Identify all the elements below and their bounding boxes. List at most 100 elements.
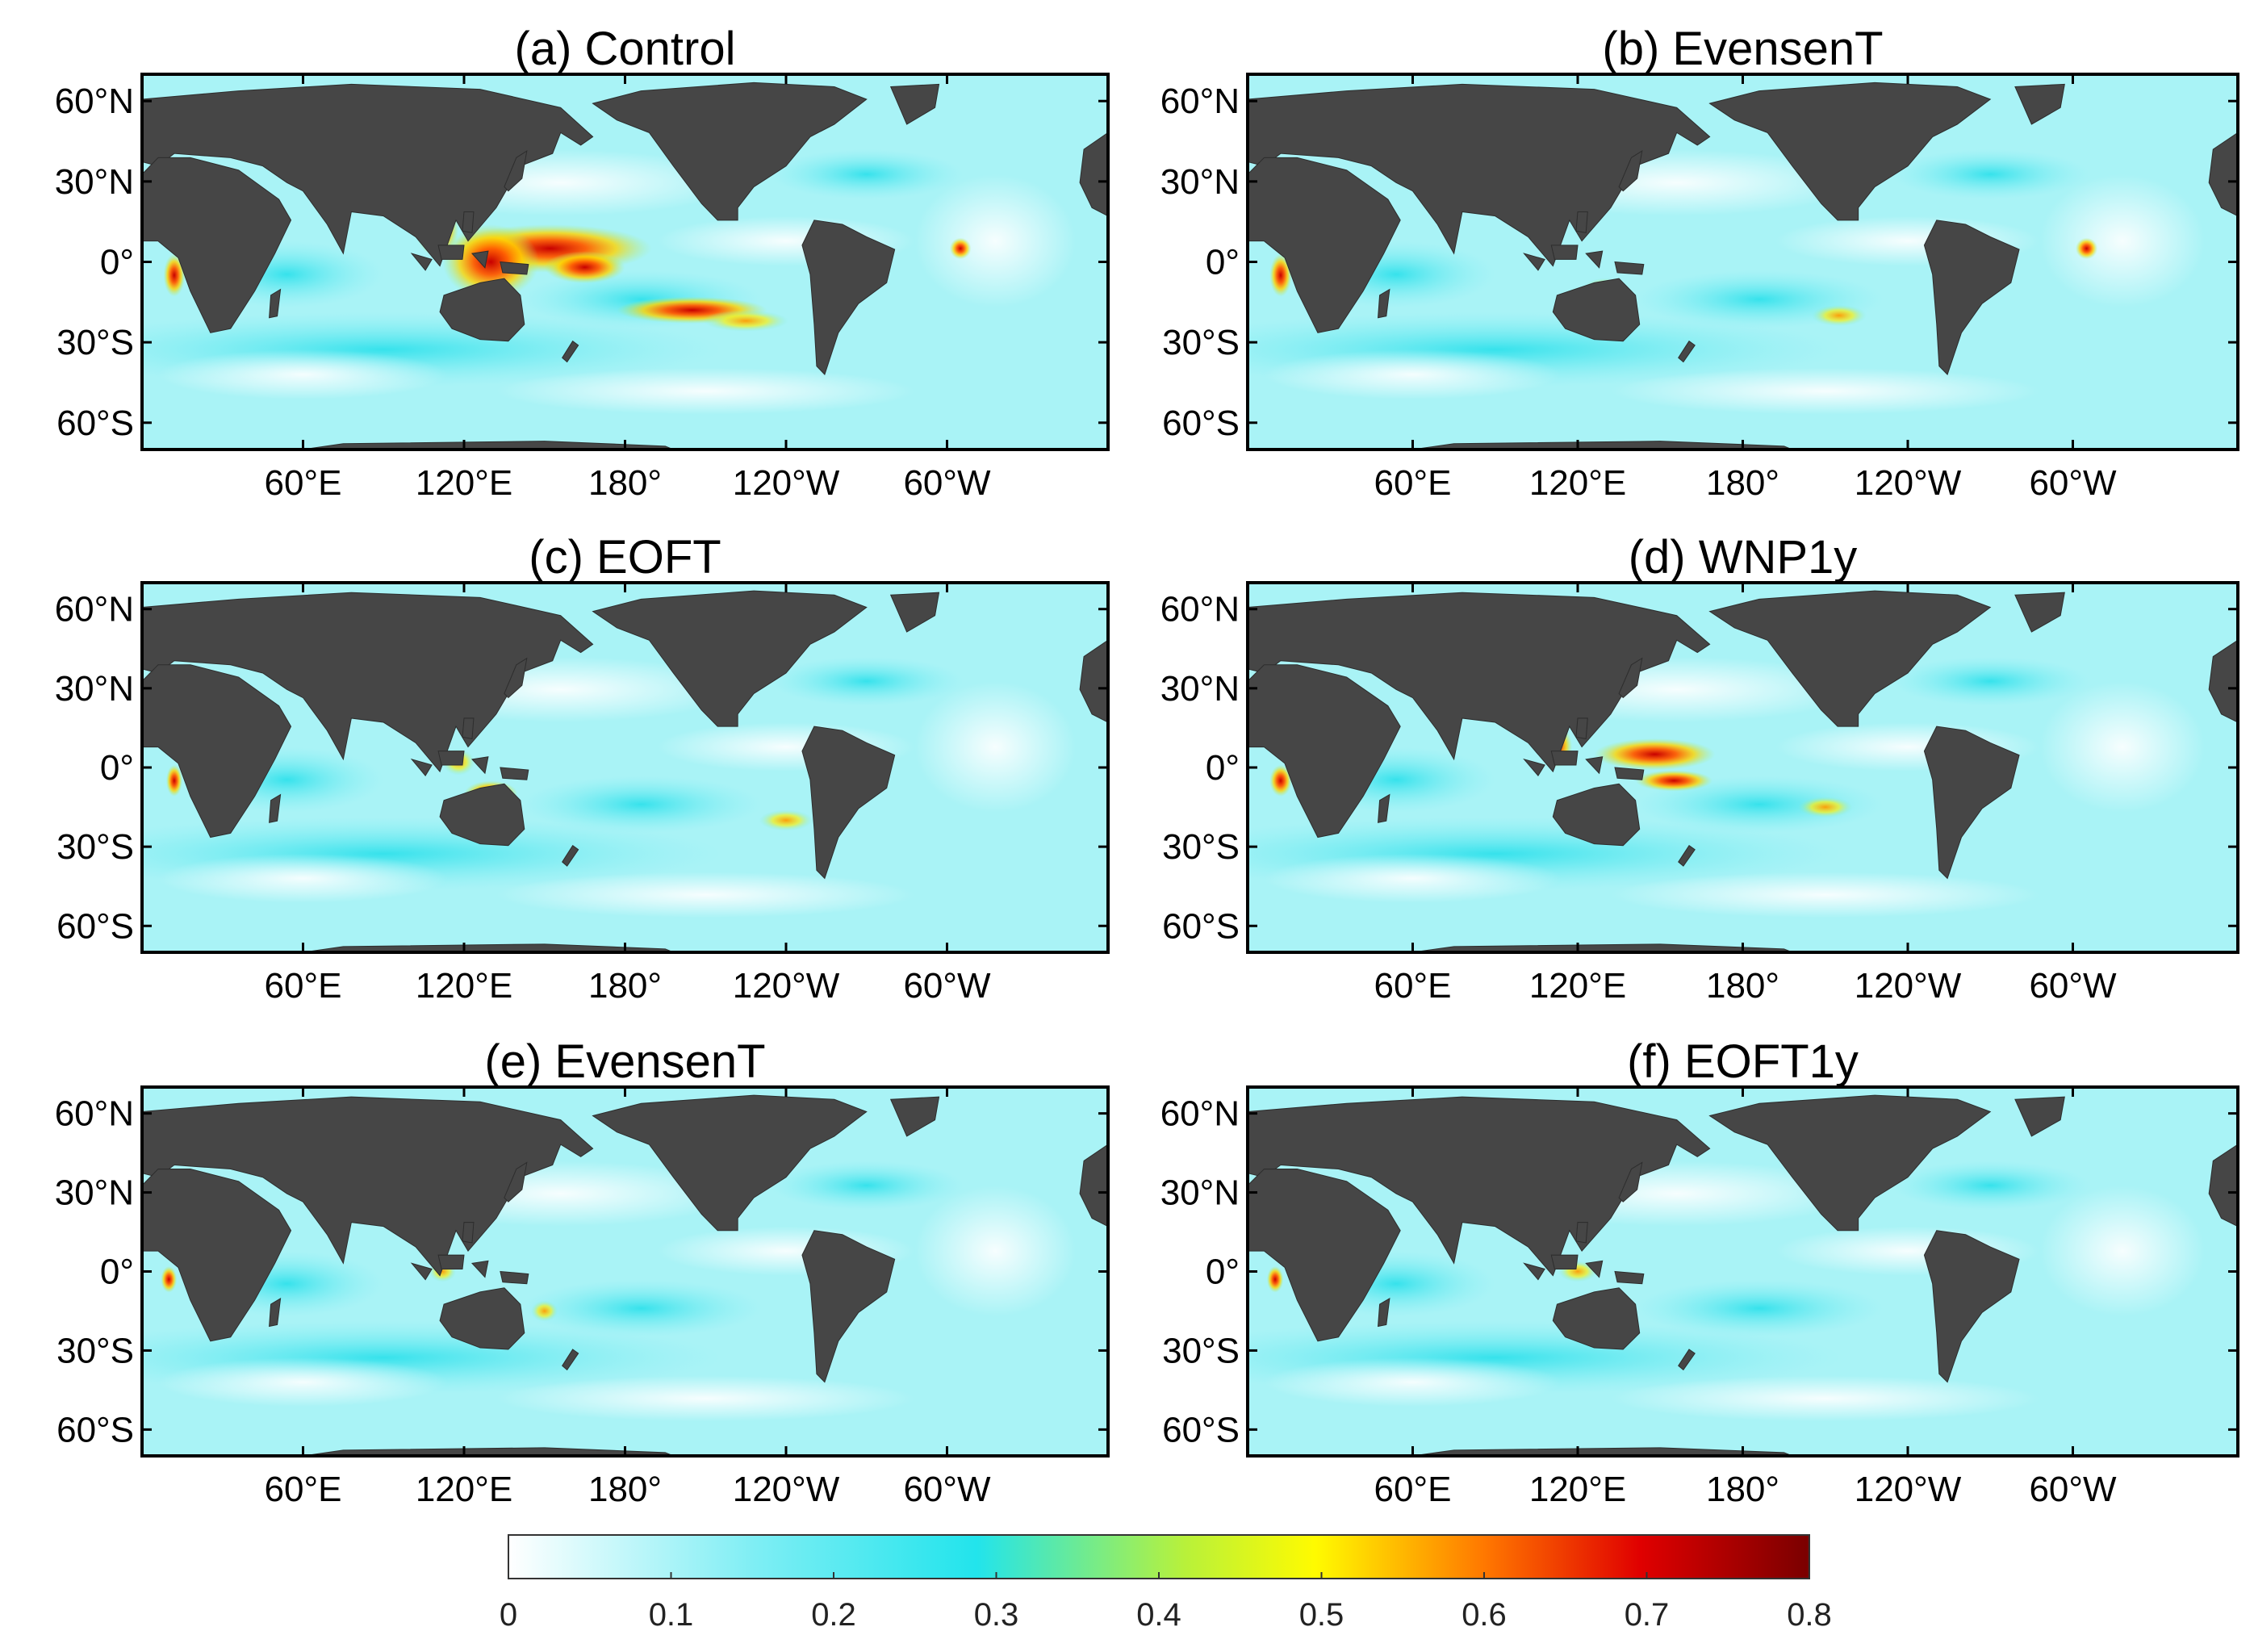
y-tick-label: 60°N — [1160, 590, 1240, 629]
panel-c: (c) EOFT 60°N 30°N 0° 30°S 60°S 60°E 120°E 180° 1… — [55, 531, 1110, 1006]
y-tick-label: 30°S — [56, 827, 134, 867]
y-tick-label: 30°S — [1162, 323, 1240, 362]
y-tick-label: 60°S — [56, 906, 134, 946]
hotspot — [165, 764, 182, 797]
x-tick-label: 120°W — [1855, 463, 1962, 503]
x-tick-label: 120°E — [416, 463, 512, 503]
hotspot — [1269, 253, 1292, 297]
map-area — [142, 583, 1108, 952]
y-tick-label: 60°S — [56, 1410, 134, 1449]
x-tick-label: 120°E — [1529, 1470, 1626, 1509]
colorbar-tick-label: 0.7 — [1625, 1597, 1670, 1633]
y-tick-label: 60°N — [55, 1094, 134, 1134]
panel-d: (d) WNP1y 60°N 30°N 0° 30°S 60°S 60°E 120°E 180°… — [1160, 531, 2239, 1006]
y-tick-label: 30°S — [1162, 1331, 1240, 1370]
x-tick-label: 60°W — [903, 1470, 991, 1509]
hotspot — [1266, 1265, 1284, 1293]
map-area — [1248, 1087, 2238, 1456]
colorbar-tick-label: 0.2 — [811, 1597, 856, 1633]
y-tick-label: 30°S — [56, 1331, 134, 1370]
y-tick-label: 0° — [1206, 1253, 1240, 1292]
x-tick-label: 60°E — [265, 463, 342, 503]
x-tick-label: 120°E — [1529, 463, 1626, 503]
x-tick-label: 180° — [1706, 966, 1779, 1006]
hotspot — [2075, 237, 2098, 260]
colorbar-tick-label: 0 — [500, 1597, 517, 1633]
x-tick-label: 180° — [1706, 463, 1779, 503]
map-area — [142, 74, 1108, 450]
colorbar-tick-label: 0.3 — [974, 1597, 1019, 1633]
colorbar-tick-label: 0.5 — [1299, 1597, 1344, 1633]
colorbar-tick-label: 0.4 — [1136, 1597, 1181, 1633]
x-tick-label: 120°E — [416, 1470, 512, 1509]
panel-title: (c) EOFT — [529, 531, 721, 583]
y-tick-label: 30°N — [55, 1173, 134, 1213]
y-tick-label: 30°N — [55, 669, 134, 709]
hotspot — [161, 1265, 178, 1293]
hotspot — [949, 237, 972, 260]
hotspot — [1797, 796, 1853, 818]
panel-f: (f) EOFT1y 60°N 30°N 0° 30°S 60°S 60°E 120°E 180… — [1160, 1035, 2239, 1509]
x-tick-label: 60°W — [903, 463, 991, 503]
y-tick-label: 30°S — [1162, 827, 1240, 867]
hotspot — [531, 1300, 558, 1322]
y-tick-label: 30°S — [56, 323, 134, 362]
panel-e: (e) EvensenT 60°N 30°N 0° 30°S 60°S 60°E 120°E 1… — [55, 1035, 1110, 1509]
hotspot — [1811, 304, 1867, 327]
panel-title: (d) WNP1y — [1629, 531, 1858, 583]
y-tick-label: 0° — [100, 1253, 134, 1292]
y-tick-label: 30°N — [1160, 162, 1240, 202]
x-tick-label: 60°W — [2029, 966, 2117, 1006]
y-tick-label: 30°N — [55, 162, 134, 202]
y-tick-label: 60°S — [1162, 404, 1240, 443]
panel-title: (e) EvensenT — [484, 1035, 765, 1088]
hotspot — [544, 251, 625, 284]
hotspot — [163, 253, 186, 297]
panel-title: (b) EvensenT — [1602, 23, 1883, 75]
colorbar: 0 0.1 0.2 0.3 0.4 0.5 0.6 0.7 0.8 — [500, 1534, 1832, 1633]
y-tick-label: 0° — [100, 243, 134, 282]
y-tick-label: 30°N — [1160, 1173, 1240, 1213]
x-tick-label: 60°E — [1374, 463, 1452, 503]
y-tick-label: 60°N — [55, 82, 134, 121]
x-tick-label: 180° — [588, 1470, 662, 1509]
x-tick-label: 180° — [588, 966, 662, 1006]
colorbar-tick-label: 0.8 — [1787, 1597, 1832, 1633]
x-tick-label: 60°W — [903, 966, 991, 1006]
colorbar-gradient — [508, 1534, 1810, 1579]
y-tick-label: 60°S — [1162, 1410, 1240, 1449]
y-tick-label: 60°S — [1162, 906, 1240, 946]
y-tick-label: 60°N — [55, 590, 134, 629]
x-tick-label: 120°W — [733, 463, 840, 503]
x-tick-label: 60°W — [2029, 1470, 2117, 1509]
hotspot — [1635, 770, 1713, 792]
hotspot — [759, 809, 813, 831]
x-tick-label: 60°E — [1374, 966, 1452, 1006]
x-tick-label: 120°E — [416, 966, 512, 1006]
hotspot — [1269, 764, 1292, 797]
hotspot — [442, 224, 540, 299]
x-tick-label: 120°W — [1855, 1470, 1962, 1509]
panel-b: (b) EvensenT 60°N 30°N 0° 30°S 60°S 60°E 120°E 1… — [1160, 23, 2239, 503]
x-tick-label: 60°E — [265, 1470, 342, 1509]
map-area — [1248, 74, 2238, 450]
x-tick-label: 120°E — [1529, 966, 1626, 1006]
x-tick-label: 60°E — [1374, 1470, 1452, 1509]
y-tick-label: 0° — [1206, 748, 1240, 788]
x-tick-label: 60°W — [2029, 463, 2117, 503]
x-tick-label: 120°W — [733, 1470, 840, 1509]
x-tick-label: 60°E — [265, 966, 342, 1006]
hotspot — [702, 310, 789, 332]
map-area — [1248, 583, 2238, 952]
colorbar-tick-label: 0.1 — [649, 1597, 694, 1633]
panel-title: (f) EOFT1y — [1627, 1035, 1859, 1088]
x-tick-label: 120°W — [1855, 966, 1962, 1006]
panel-title: (a) Control — [515, 23, 736, 75]
y-tick-label: 60°N — [1160, 82, 1240, 121]
x-tick-label: 180° — [588, 463, 662, 503]
x-tick-label: 120°W — [733, 966, 840, 1006]
panel-a: (a) Control 60°N 30°N 0° 30°S 60°S 60°E 120°E 18… — [55, 23, 1110, 503]
y-tick-label: 30°N — [1160, 669, 1240, 709]
y-tick-label: 0° — [100, 748, 134, 788]
y-tick-label: 60°N — [1160, 1094, 1240, 1134]
